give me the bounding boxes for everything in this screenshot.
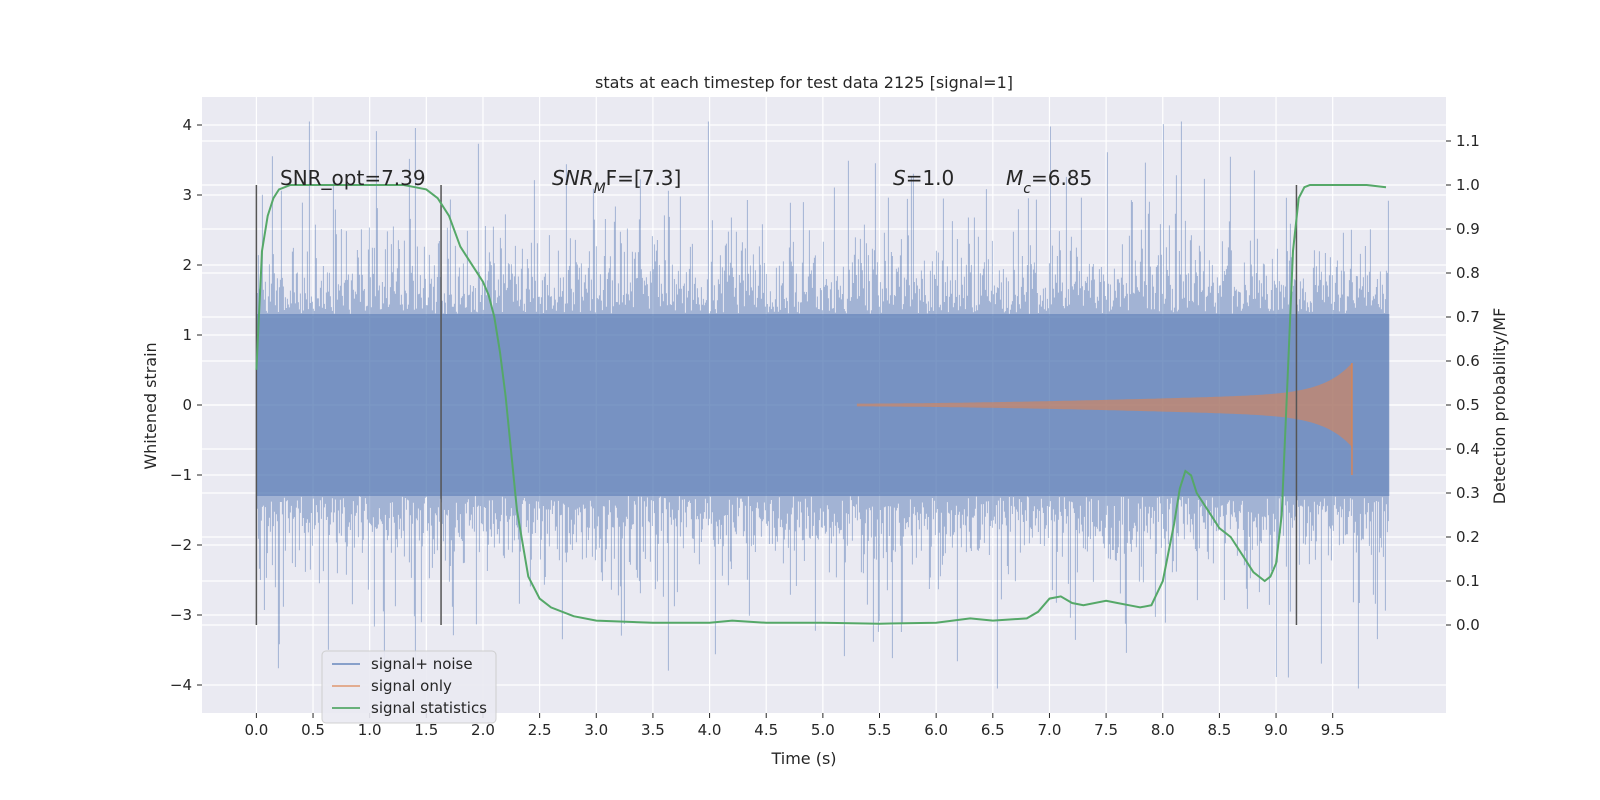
x-tick-label: 1.0 [358,721,382,739]
x-tick-label: 5.0 [811,721,835,739]
vertical-markers [255,185,1298,625]
y-right-tick-label: 0.6 [1456,352,1480,370]
x-tick-label: 9.5 [1321,721,1345,739]
y-tick-label: −4 [170,676,192,694]
x-tick-label: 2.5 [528,721,552,739]
annotation-s-rest: =1.0 [906,166,955,190]
x-tick-label: 4.0 [698,721,722,739]
x-tick-label: 6.0 [924,721,948,739]
x-tick-label: 7.5 [1094,721,1118,739]
x-tick-label: 0.0 [244,721,268,739]
y-axis-title: Whitened strain [141,342,160,469]
x-axis-ticks: 0.0 0.5 1.0 1.5 2.0 2.5 3.0 3.5 4.0 4.5 5.0 5.5 6.0 6… [244,713,1345,739]
y-tick-label: 3 [182,186,192,204]
annotation-mc-rest: =6.85 [1031,166,1092,190]
x-tick-label: 2.0 [471,721,495,739]
annotation-snr-opt: SNR_opt=7.39 [280,166,426,190]
x-tick-label: 8.0 [1151,721,1175,739]
x-tick-label: 9.0 [1264,721,1288,739]
y-right-axis-ticks: 1.1 1.0 0.9 0.8 0.7 0.6 0.5 0.4 0.3 0.2 0.1 0.0 [1446,132,1480,634]
x-tick-label: 6.5 [981,721,1005,739]
x-tick-label: 4.5 [754,721,778,739]
y-right-tick-label: 1.1 [1456,132,1480,150]
y-tick-label: 1 [182,326,192,344]
y-tick-label: 0 [182,396,192,414]
legend-box [321,650,497,724]
signal-statistics-line [255,184,1387,625]
annotation-mc: Mc=6.85 [1006,166,1092,197]
annotation-snr-mf-base: SNR [552,166,594,190]
signal-only-envelope [856,363,1352,447]
x-tick-label: 8.5 [1207,721,1231,739]
legend-label-signal-statistics: signal statistics [371,699,487,717]
y-right-tick-label: 0.4 [1456,440,1480,458]
annotation-mc-base: M [1006,166,1023,190]
x-axis-title: Time (s) [770,749,836,768]
y-right-tick-label: 0.3 [1456,484,1480,502]
annotation-mc-sub: c [1023,181,1031,197]
y-tick-label: −1 [170,466,192,484]
legend-label-signal-noise: signal+ noise [371,655,473,673]
annotation-snr-mf-rest: F=[7.3] [606,166,682,190]
y-tick-label: 2 [182,256,192,274]
y-axis-ticks: 4 3 2 1 0 −1 −2 −3 −4 [170,116,202,694]
y-right-tick-label: 0.7 [1456,308,1480,326]
y-right-tick-label: 0.5 [1456,396,1480,414]
annotation-snr-mf: SNRMF=[7.3] [552,166,681,197]
y-right-tick-label: 0.2 [1456,528,1480,546]
y-tick-label: −3 [170,606,192,624]
x-tick-label: 5.5 [868,721,892,739]
x-tick-label: 3.5 [641,721,665,739]
y-right-tick-label: 0.9 [1456,220,1480,238]
y-right-tick-label: 1.0 [1456,176,1480,194]
y-right-axis-title: Detection probability/MF [1490,308,1509,505]
annotation-snr-mf-sub: M [594,181,606,197]
annotation-s: S=1.0 [893,166,954,190]
series-signal-statistics [255,184,1387,625]
legend-label-signal-only: signal only [371,677,452,695]
y-right-tick-label: 0.8 [1456,264,1480,282]
y-right-tick-label: 0.1 [1456,572,1480,590]
x-tick-label: 1.5 [414,721,438,739]
annotation-s-base: S [893,166,906,190]
series-signal-only [856,363,1353,475]
y-tick-label: −2 [170,536,192,554]
y-tick-label: 4 [182,116,192,134]
x-tick-label: 3.0 [584,721,608,739]
y-right-tick-label: 0.0 [1456,616,1480,634]
x-tick-label: 7.0 [1038,721,1062,739]
x-tick-label: 0.5 [301,721,325,739]
legend: signal+ noise signal only signal statist… [321,650,497,724]
chart-title: stats at each timestep for test data 212… [595,73,1013,92]
